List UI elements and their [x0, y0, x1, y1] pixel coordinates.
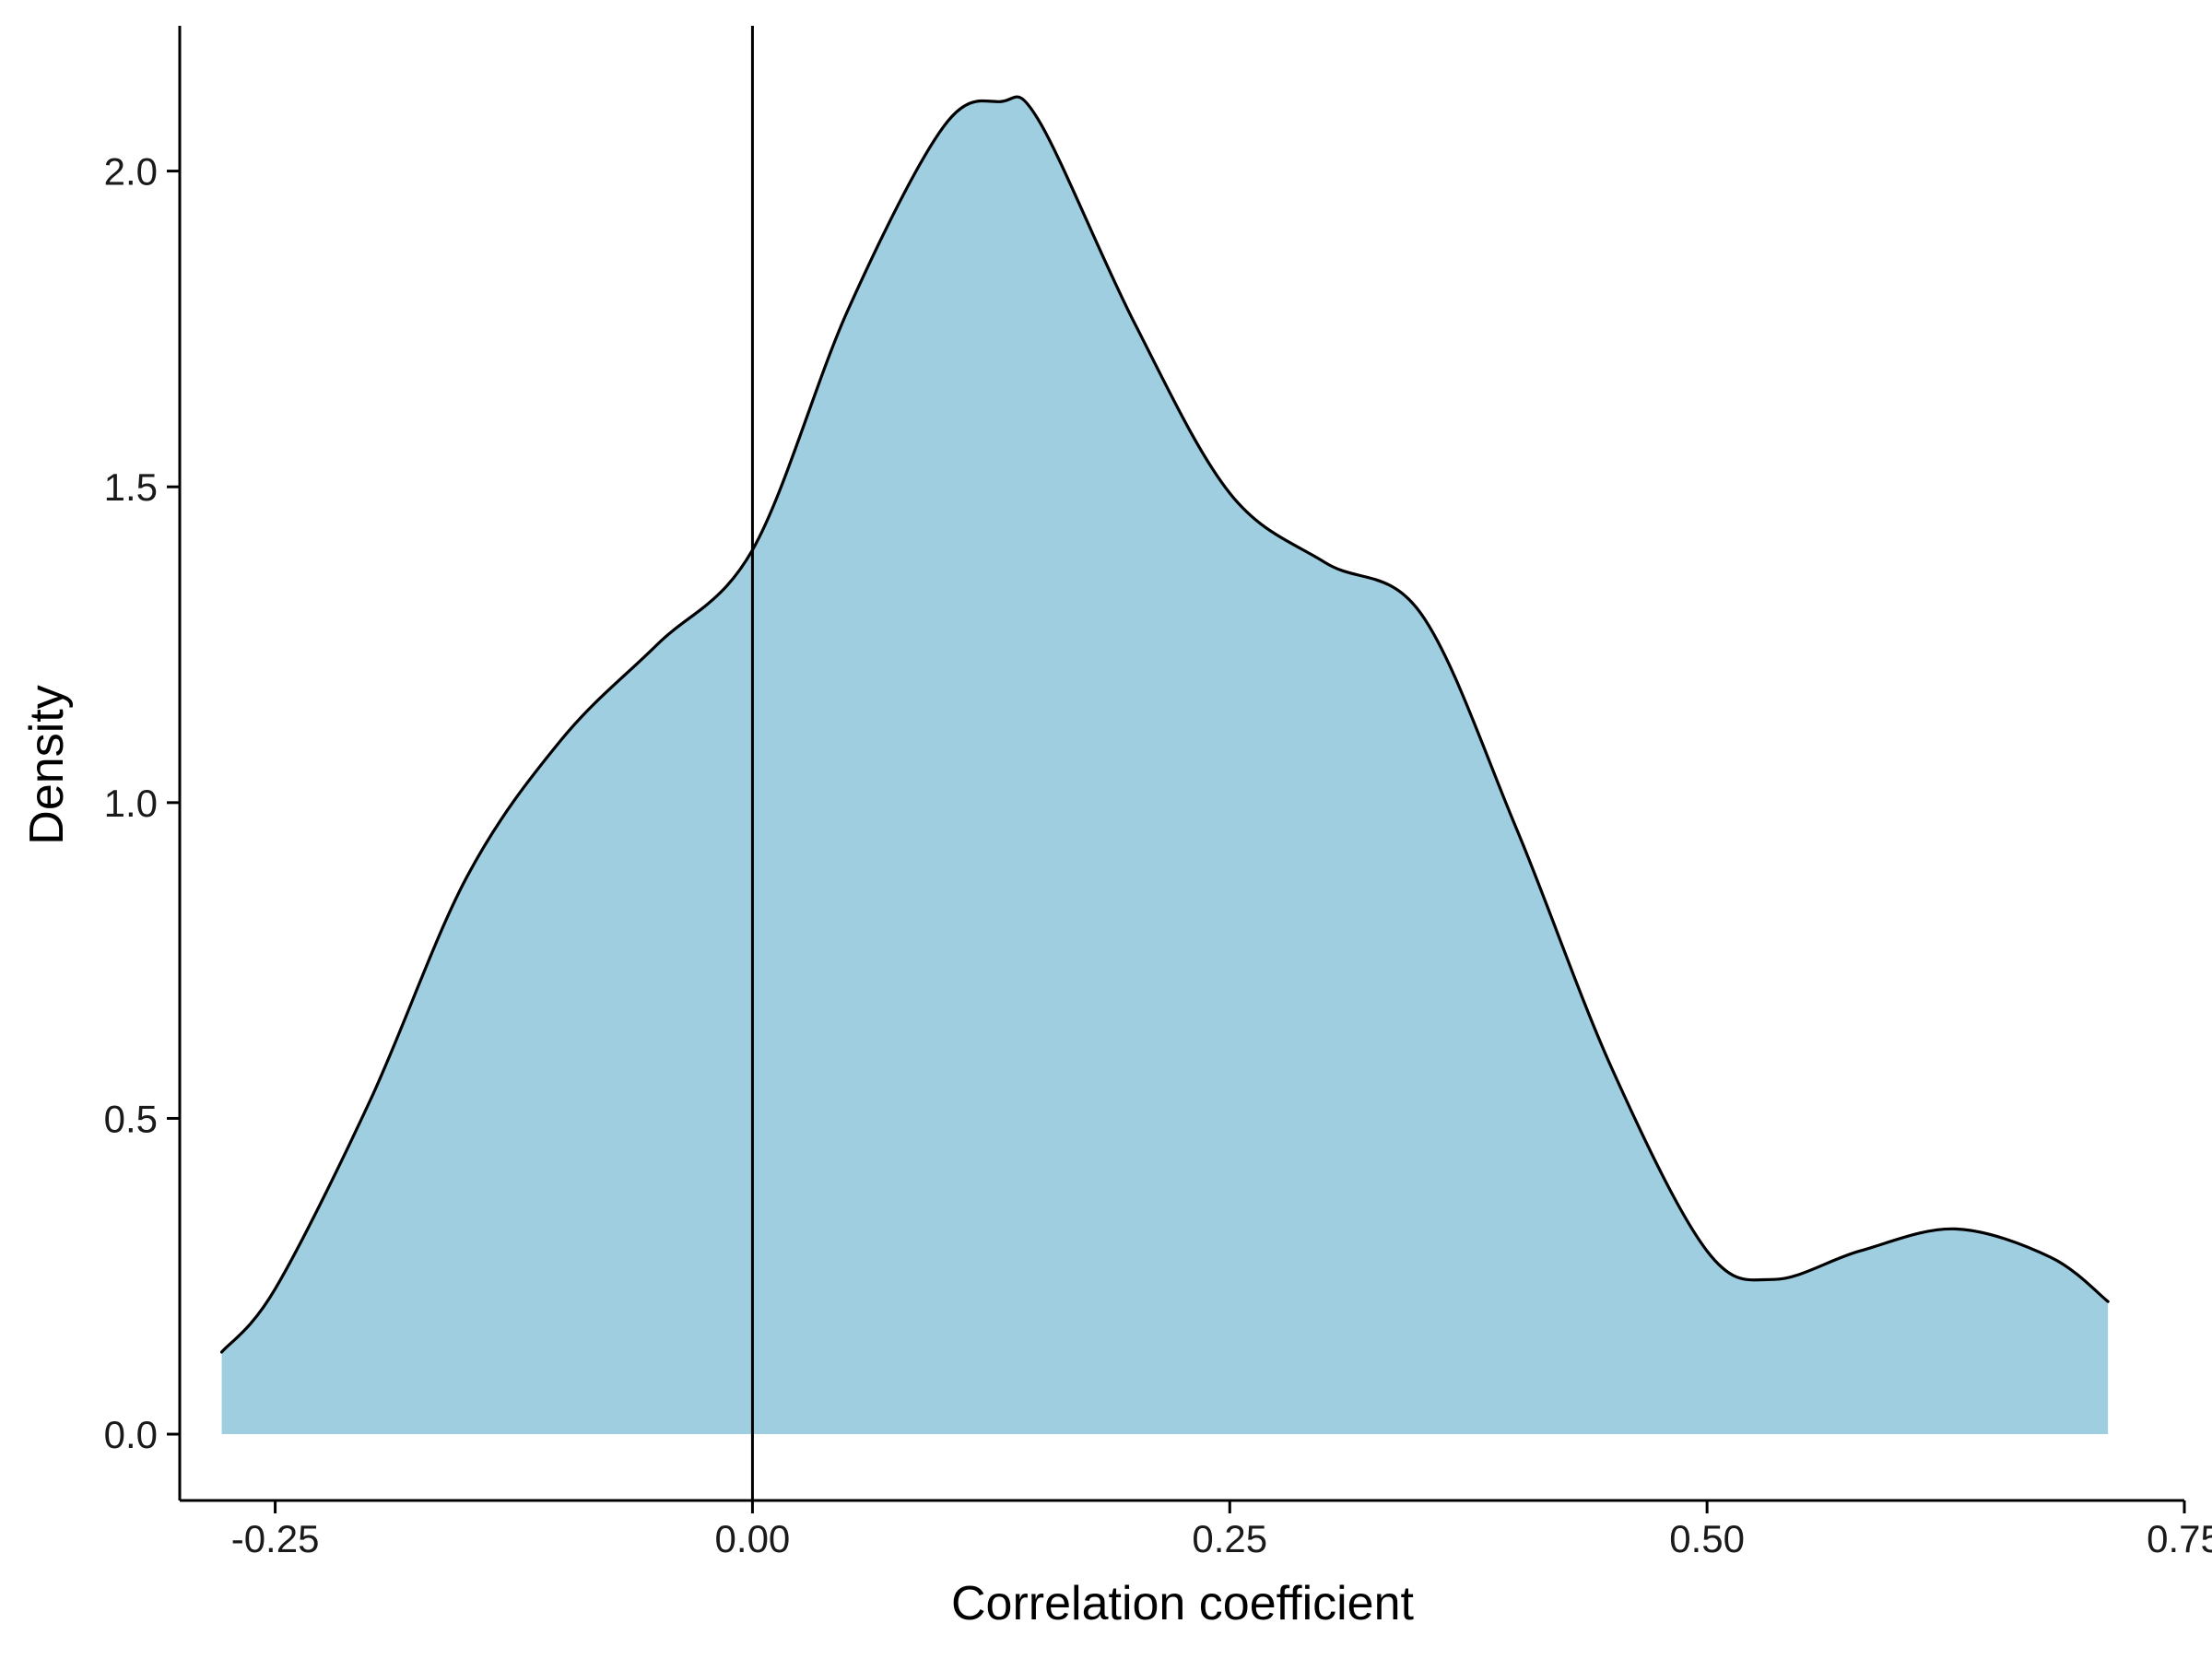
y-tick-label: 1.0: [104, 782, 158, 825]
axes: -0.25 0.00 0.25 0.50 0.75 0.0 0.5 1.0 1.5 2.0: [104, 26, 2212, 1560]
x-tick-label: 0.25: [1192, 1517, 1267, 1560]
plot-area: [219, 26, 2110, 1500]
density-area-0: [221, 97, 2109, 1435]
x-axis-title: Correlation coefficient: [951, 1577, 1415, 1630]
y-tick-label: 2.0: [104, 150, 158, 194]
y-tick-label: 0.0: [104, 1413, 158, 1456]
y-tick-label: 1.5: [104, 465, 158, 509]
density-curve-0: [219, 95, 2110, 1354]
x-tick-label: 0.50: [1669, 1517, 1745, 1560]
x-tick-label: 0.75: [2147, 1517, 2212, 1560]
x-tick-label: 0.00: [715, 1517, 791, 1560]
x-tick-label: -0.25: [231, 1517, 320, 1560]
y-axis-title: Density: [20, 685, 74, 844]
y-tick-label: 0.5: [104, 1097, 158, 1140]
